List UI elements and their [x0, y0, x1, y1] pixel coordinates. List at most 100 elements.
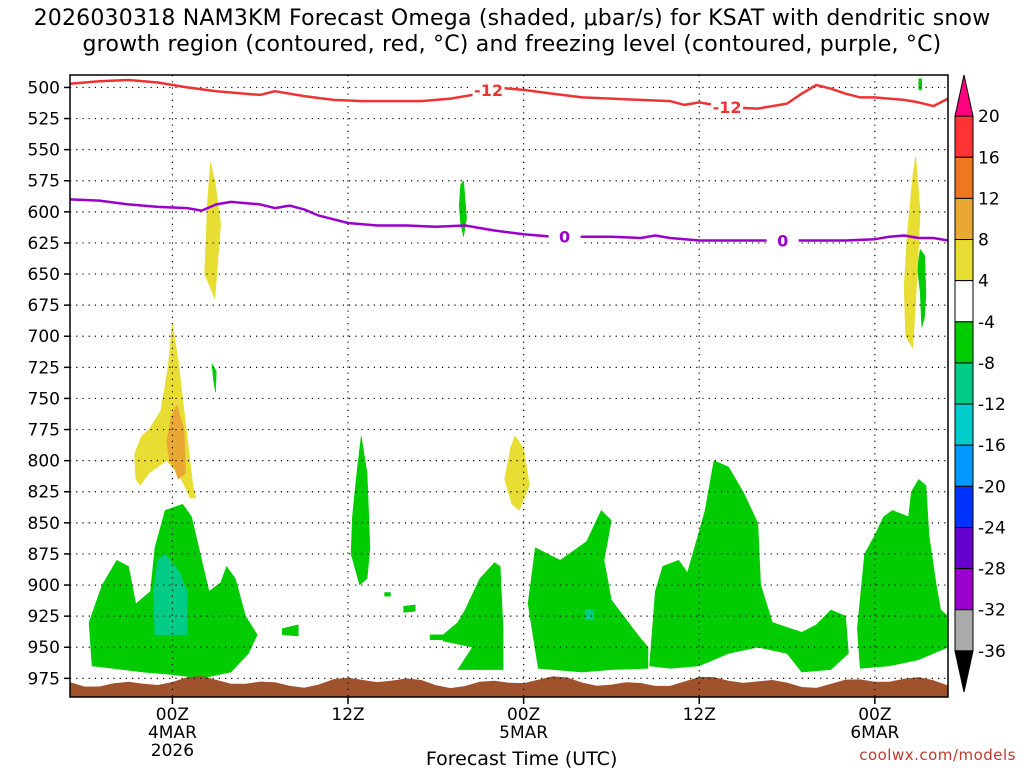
red-contour-label-2-bg	[711, 98, 744, 117]
omega-region-20	[166, 403, 186, 480]
colorbar-label-5: -4	[978, 313, 995, 333]
colorbar-label-12: -32	[978, 601, 1006, 621]
colorbar-segment-4	[954, 239, 974, 282]
omega-region-3	[527, 509, 649, 673]
x-tick-label-1-0: 12Z	[331, 705, 364, 725]
red-contour-label-2: -12	[713, 98, 742, 117]
y-tick-label-650: 650	[28, 265, 60, 285]
colorbar-label-8: -16	[978, 436, 1006, 456]
contour-line-1	[69, 198, 949, 242]
contour-line-0	[69, 78, 949, 110]
colorbar-label-0: 20	[978, 107, 1000, 127]
y-tick-label-725: 725	[28, 358, 60, 378]
omega-region-17	[903, 155, 921, 350]
y-tick-label-750: 750	[28, 389, 60, 409]
purple-contour-label-1-bg	[548, 227, 581, 246]
colorbar-label-1: 16	[978, 148, 1000, 168]
colorbar-segment-6	[954, 321, 974, 364]
omega-region-10	[917, 248, 927, 328]
y-tick-label-875: 875	[28, 545, 60, 565]
title-line-2: growth region (contoured, red, °C) and f…	[82, 32, 942, 57]
omega-region-1	[153, 553, 188, 636]
omega-region-9	[458, 180, 467, 237]
purple-contour-label-2-bg	[766, 231, 799, 250]
y-tick-label-775: 775	[28, 421, 60, 441]
omega-region-19	[504, 435, 530, 511]
colorbar-segment-11	[954, 526, 974, 570]
colorbar-label-10: -24	[978, 518, 1006, 538]
omega-region-7	[350, 435, 371, 586]
colorbar-segment-7	[954, 362, 974, 405]
y-tick-label-825: 825	[28, 483, 60, 503]
y-tick-label-800: 800	[28, 452, 60, 472]
y-tick-label-600: 600	[28, 203, 60, 223]
colorbar-label-4: 4	[978, 272, 989, 292]
colorbar-segment-10	[954, 485, 974, 528]
y-tick-label-575: 575	[28, 172, 60, 192]
y-axis: 500 525 550 575 600 625 650 675 700 725 750 775 800 8…	[28, 78, 70, 689]
y-tick-label-675: 675	[28, 296, 60, 316]
colorbar-segment-12	[954, 568, 974, 611]
x-tick-label-4-1: 6MAR	[850, 723, 899, 743]
omega-region-8	[211, 363, 217, 393]
omega-region-14	[384, 592, 391, 597]
colorbar-label-2: 12	[978, 189, 1000, 209]
purple-contour-label-2: 0	[777, 231, 788, 250]
contour-layer: -12 -12 0 0	[69, 78, 949, 250]
grid-layer	[70, 75, 948, 697]
x-tick-label-0-2: 2026	[151, 741, 194, 761]
red-contour-label-1: -12	[474, 81, 503, 100]
omega-shading-layer	[88, 78, 949, 679]
omega-region-4	[584, 609, 595, 621]
omega-region-11	[918, 78, 922, 91]
colorbar-segment-9	[954, 444, 974, 487]
y-tick-label-850: 850	[28, 514, 60, 534]
colorbar-segment-0	[954, 74, 974, 117]
omega-region-15	[429, 634, 445, 641]
chart-title: 2026030318 NAM3KM Forecast Omega (shaded…	[0, 6, 1024, 58]
y-tick-label-525: 525	[28, 110, 60, 130]
colorbar-label-13: -36	[978, 642, 1006, 662]
omega-region-6	[857, 478, 949, 669]
title-line-1: 2026030318 NAM3KM Forecast Omega (shaded…	[33, 6, 991, 31]
colorbar-label-9: -20	[978, 477, 1006, 497]
terrain-layer	[70, 676, 948, 697]
colorbar-segment-2	[954, 156, 974, 199]
plot-frame	[69, 74, 949, 698]
x-tick-label-3-0: 12Z	[683, 705, 716, 725]
y-tick-label-925: 925	[28, 607, 60, 627]
y-tick-label-550: 550	[28, 141, 60, 161]
colorbar-segment-5	[954, 280, 974, 323]
colorbar-label-11: -28	[978, 560, 1006, 580]
colorbar-segment-8	[954, 403, 974, 446]
colorbar-label-3: 8	[978, 231, 989, 251]
x-tick-label-4-0: 00Z	[858, 705, 891, 725]
colorbar-segment-13	[954, 609, 974, 652]
x-axis-title: Forecast Time (UTC)	[426, 748, 617, 768]
y-tick-label-500: 500	[28, 78, 60, 98]
y-tick-label-950: 950	[28, 638, 60, 658]
x-tick-label-0-0: 00Z	[156, 705, 189, 725]
colorbar-segment-1	[954, 115, 974, 158]
colorbar-label-7: -12	[978, 395, 1006, 415]
y-tick-label-700: 700	[28, 327, 60, 347]
omega-region-5	[649, 460, 849, 673]
credit-text: coolwx.com/models	[859, 746, 1016, 764]
x-tick-label-0-1: 4MAR	[148, 723, 197, 743]
colorbar-segment-3	[954, 197, 974, 241]
omega-region-16	[204, 162, 221, 299]
y-tick-label-900: 900	[28, 576, 60, 596]
colorbar-segment-14	[954, 650, 974, 693]
colorbar: 20 16 12 8 4 -4 -8 -12 -16 -20 -24 -28 -32 -36	[954, 74, 1006, 693]
omega-region-18	[134, 323, 197, 499]
colorbar-label-6: -8	[978, 354, 995, 374]
x-tick-label-2-0: 00Z	[507, 705, 540, 725]
y-tick-label-975: 975	[28, 669, 60, 689]
purple-contour-label-1: 0	[559, 228, 570, 247]
omega-region-12	[281, 624, 299, 637]
omega-region-13	[403, 604, 416, 613]
red-contour-label-1-bg	[472, 80, 505, 99]
y-tick-label-625: 625	[28, 234, 60, 254]
